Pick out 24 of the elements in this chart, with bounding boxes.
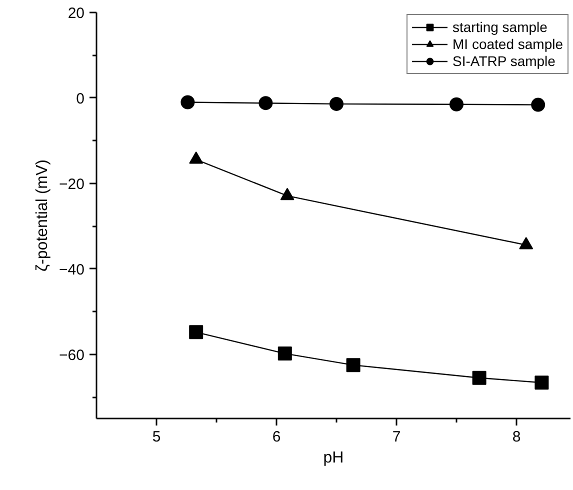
y-axis-title: ζ-potential (mV) (34, 160, 52, 272)
x-tick-label: 7 (392, 428, 401, 446)
y-tick-label: 20 (68, 5, 85, 22)
point (330, 96, 344, 111)
point (180, 95, 195, 110)
point (534, 376, 549, 390)
point (531, 98, 546, 112)
x-tick-label: 8 (512, 428, 521, 446)
legend-label: MI coated sample (452, 36, 563, 52)
y-tick-label: −20 (59, 176, 85, 193)
x-tick-label: 6 (272, 428, 281, 446)
x-tick-label: 5 (152, 428, 161, 446)
y-tick-label: 0 (76, 90, 84, 108)
y-tick-label: −40 (59, 261, 85, 278)
point (278, 346, 292, 361)
point (258, 96, 273, 110)
point (450, 97, 464, 112)
x-axis-title: pH (323, 450, 344, 466)
legend-label: starting sample (452, 19, 548, 35)
point (189, 325, 204, 340)
legend-label: SI-ATRP sample (452, 53, 556, 69)
point (346, 358, 360, 372)
y-tick-label: −60 (59, 346, 85, 364)
point (472, 370, 486, 385)
